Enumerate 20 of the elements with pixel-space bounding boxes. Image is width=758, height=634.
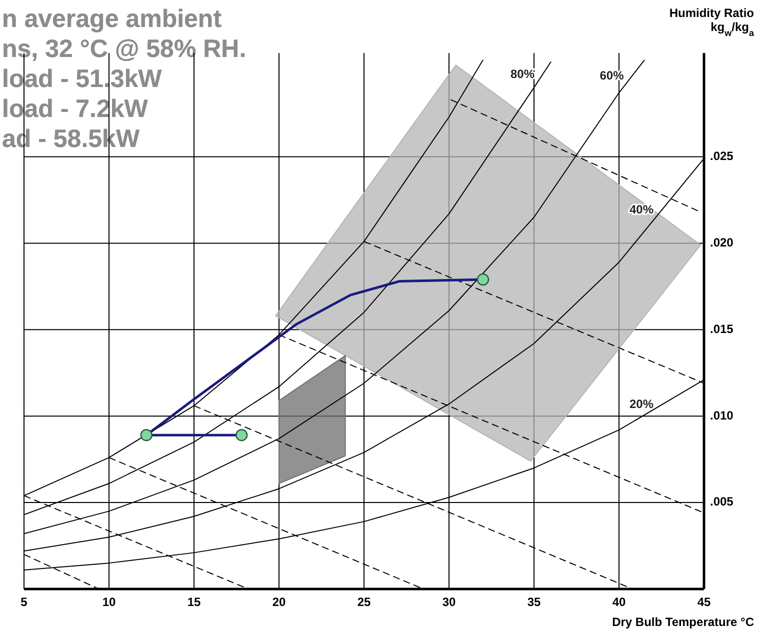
y-tick-label: .005 bbox=[710, 494, 734, 509]
x-tick-label: 45 bbox=[697, 595, 711, 609]
y-tick-label: .020 bbox=[710, 235, 734, 250]
series-label: 20% bbox=[629, 397, 654, 412]
annotation: ns, 32 °C @ 58% RH. bbox=[2, 35, 246, 63]
x-tick-label: 10 bbox=[102, 595, 116, 609]
y-tick-label: .025 bbox=[710, 148, 734, 163]
x-axis-title: Dry Bulb Temperature °C bbox=[612, 615, 754, 629]
x-tick-label: 25 bbox=[357, 595, 371, 609]
x-tick-label: 35 bbox=[527, 595, 541, 609]
x-tick-label: 15 bbox=[187, 595, 201, 609]
series-label: 40% bbox=[629, 202, 654, 217]
x-tick-label: 20 bbox=[272, 595, 286, 609]
text: n average ambient bbox=[2, 5, 222, 33]
x-tick-label: 5 bbox=[20, 595, 28, 609]
y-tick-label: .010 bbox=[710, 408, 734, 422]
x-tick-label: 30 bbox=[442, 595, 456, 609]
y-tick-label: .015 bbox=[710, 322, 734, 336]
y-axis-title: Humidity Ratio kg$_{w}$/kg$_{a}$ bbox=[669, 6, 755, 38]
x-tick-label: 40 bbox=[612, 595, 626, 609]
